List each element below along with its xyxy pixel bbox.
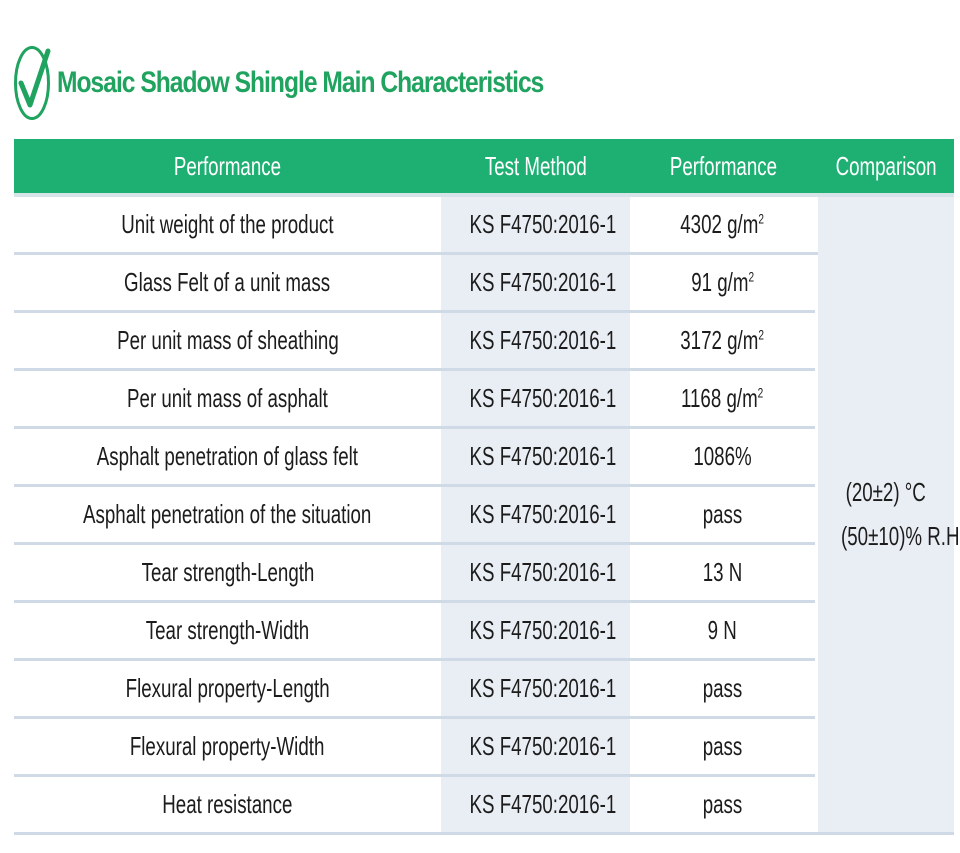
cell-test-method: KS F4750:2016-1 bbox=[441, 717, 630, 777]
table-row: Per unit mass of asphalt KS F4750:2016-1 1… bbox=[14, 369, 954, 429]
cell-test-method: KS F4750:2016-1 bbox=[441, 543, 630, 603]
cell-item: Heat resistance bbox=[14, 775, 441, 835]
cell-value: 3172 g/m2 bbox=[630, 311, 816, 371]
cell-test-method: KS F4750:2016-1 bbox=[441, 485, 630, 545]
table-row: Unit weight of the product KS F4750:2016-… bbox=[14, 195, 959, 835]
cell-item: Per unit mass of sheathing bbox=[14, 311, 441, 371]
table-row: Asphalt penetration of glass felt KS F475… bbox=[14, 427, 954, 487]
cell-item: Tear strength-Width bbox=[14, 601, 441, 661]
comparison-humidity: (50±10)% R.H bbox=[840, 521, 960, 552]
cell-item: Unit weight of the product bbox=[14, 195, 441, 255]
cell-item: Asphalt penetration of glass felt bbox=[14, 427, 441, 487]
cell-item: Flexural property-Length bbox=[14, 659, 441, 719]
cell-item: Glass Felt of a unit mass bbox=[14, 253, 441, 313]
cell-test-method: KS F4750:2016-1 bbox=[441, 253, 630, 313]
table-header-row: Performance Test Method Performance Comp… bbox=[14, 139, 954, 197]
page-title-block: Mosaic Shadow Shingle Main Characteristi… bbox=[13, 45, 650, 121]
table-row: Flexural property-Length KS F4750:2016-1 p… bbox=[14, 659, 954, 719]
header-comparison: Comparison bbox=[816, 139, 954, 197]
unit-exponent: 2 bbox=[758, 210, 765, 227]
cell-value: pass bbox=[630, 717, 816, 777]
table-row: Per unit mass of sheathing KS F4750:2016-… bbox=[14, 311, 954, 371]
cell-test-method: KS F4750:2016-1 bbox=[441, 369, 630, 429]
check-circle-icon bbox=[14, 46, 51, 120]
cell-value: 13 N bbox=[630, 543, 816, 603]
cell-item: Flexural property-Width bbox=[14, 717, 441, 777]
cell-test-method: KS F4750:2016-1 bbox=[441, 659, 630, 719]
cell-test-method: KS F4750:2016-1 bbox=[441, 311, 630, 371]
header-performance-item: Performance bbox=[14, 139, 441, 197]
cell-value: pass bbox=[630, 659, 816, 719]
header-test-method: Test Method bbox=[441, 139, 630, 197]
comparison-temperature: (20±2) °C bbox=[845, 477, 926, 508]
cell-item: Asphalt penetration of the situation bbox=[14, 485, 441, 545]
characteristics-table: Performance Test Method Performance Comp… bbox=[14, 139, 959, 835]
cell-value: 1168 g/m2 bbox=[630, 369, 816, 429]
table-row: Asphalt penetration of the situation KS F… bbox=[14, 485, 954, 545]
header-performance-value: Performance bbox=[630, 139, 816, 197]
table-row: Glass Felt of a unit mass KS F4750:2016-1… bbox=[14, 253, 954, 313]
page-title: Mosaic Shadow Shingle Main Characteristi… bbox=[57, 66, 544, 99]
cell-value: pass bbox=[630, 775, 816, 835]
table-row: Tear strength-Length KS F4750:2016-1 13 N bbox=[14, 543, 954, 603]
cell-test-method: KS F4750:2016-1 bbox=[441, 775, 630, 835]
cell-test-method: KS F4750:2016-1 bbox=[441, 195, 630, 255]
cell-value: 91 g/m2 bbox=[630, 253, 816, 313]
table-row: Heat resistance KS F4750:2016-1 pass bbox=[14, 775, 954, 835]
unit-exponent: 2 bbox=[757, 383, 764, 400]
cell-test-method: KS F4750:2016-1 bbox=[441, 427, 630, 487]
cell-item: Tear strength-Length bbox=[14, 543, 441, 603]
unit-exponent: 2 bbox=[748, 267, 754, 284]
cell-comparison: (20±2) °C (50±10)% R.H bbox=[814, 195, 959, 835]
unit-exponent: 2 bbox=[758, 325, 765, 342]
cell-value: 9 N bbox=[630, 601, 816, 661]
cell-value: pass bbox=[630, 485, 816, 545]
table-row: Tear strength-Width KS F4750:2016-1 9 N bbox=[14, 601, 954, 661]
cell-value: 1086% bbox=[630, 427, 816, 487]
cell-value: 4302 g/m2 bbox=[630, 195, 816, 255]
table-row: Flexural property-Width KS F4750:2016-1 pa… bbox=[14, 717, 954, 777]
cell-item: Per unit mass of asphalt bbox=[14, 369, 441, 429]
cell-test-method: KS F4750:2016-1 bbox=[441, 601, 630, 661]
